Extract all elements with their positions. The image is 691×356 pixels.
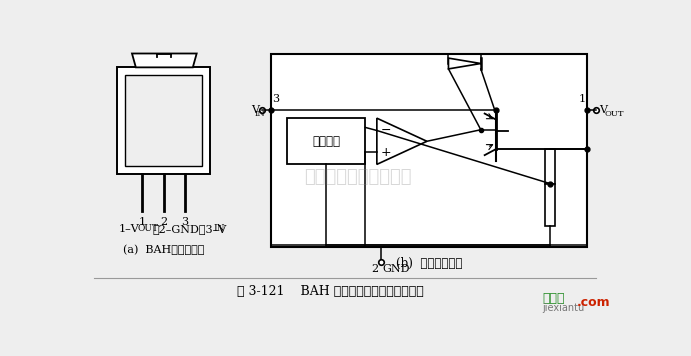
Text: 3: 3 (182, 217, 189, 227)
Bar (287, 118, 366, 164)
Text: 图 3-121    BAH 管脚配置图和内部结构框图: 图 3-121 BAH 管脚配置图和内部结构框图 (237, 285, 424, 298)
Text: .com: .com (577, 297, 611, 309)
Text: (a)  BAH管脚配置图: (a) BAH管脚配置图 (123, 245, 205, 255)
Text: 2: 2 (371, 264, 379, 274)
Text: +: + (381, 146, 391, 158)
Bar (545, 149, 556, 184)
Bar (125, 75, 202, 166)
Polygon shape (132, 53, 197, 67)
Text: 基准电压: 基准电压 (312, 135, 340, 148)
Polygon shape (448, 58, 481, 69)
Bar (117, 67, 210, 174)
Text: 2: 2 (160, 217, 167, 227)
Text: V: V (251, 105, 259, 115)
Text: IN: IN (254, 110, 265, 118)
Text: −: − (381, 124, 391, 137)
Text: 1: 1 (138, 217, 146, 227)
Bar (545, 184, 556, 226)
Text: OUT: OUT (138, 224, 158, 233)
Text: V: V (598, 105, 607, 115)
Text: jiexiantu: jiexiantu (542, 303, 585, 313)
Text: IN: IN (214, 224, 225, 233)
Text: (b)  内部结构框图: (b) 内部结构框图 (396, 257, 462, 270)
Text: OUT: OUT (605, 110, 624, 118)
Bar (272, 54, 587, 247)
Text: 杭州将睢科技有限公司: 杭州将睢科技有限公司 (304, 168, 411, 187)
Text: 1: 1 (579, 94, 586, 104)
Text: ，2–GND，3–V: ，2–GND，3–V (152, 224, 226, 234)
Text: GND: GND (382, 264, 410, 274)
Text: 接线图: 接线图 (542, 292, 565, 305)
Polygon shape (377, 118, 427, 164)
Text: 1–V: 1–V (119, 224, 140, 234)
Text: 3: 3 (272, 94, 280, 104)
